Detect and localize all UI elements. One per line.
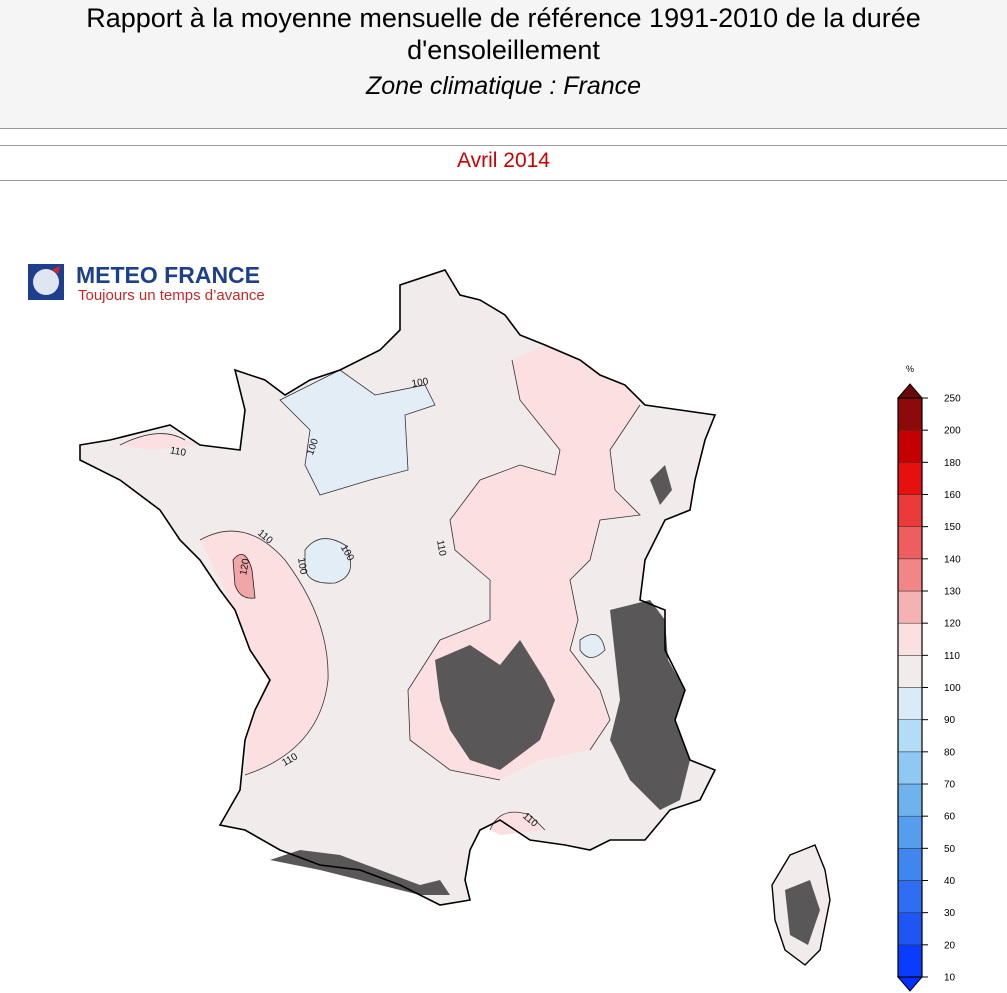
legend-bin: [897, 494, 923, 527]
logo: METEO FRANCE Toujours un temps d’avance: [28, 262, 265, 304]
legend-bin: [897, 590, 923, 624]
logo-name: METEO FRANCE: [76, 262, 260, 288]
contour-label: 100: [411, 376, 430, 390]
contour: [119, 359, 641, 831]
contour-label: 110: [434, 539, 448, 557]
legend: % 10 20 30 40 50 60 70 80 90 100 110 120 130 140 150 160…: [896, 364, 961, 992]
france: [79, 269, 831, 966]
legend-bin: [897, 944, 923, 978]
legend-tick-label: 90: [944, 715, 956, 726]
legend-tick-label: 40: [944, 876, 956, 887]
zone-below-100: [579, 633, 606, 658]
legend-bin: [897, 751, 923, 785]
period: Avril 2014: [0, 145, 1007, 181]
relief: [650, 465, 672, 505]
legend-tick-label: 70: [944, 780, 956, 791]
zone-above-110: [200, 531, 329, 775]
legend-tick-label: 20: [944, 940, 956, 951]
mainland: [80, 270, 715, 905]
contour-label: 100: [295, 557, 309, 576]
legend-bin: [897, 558, 923, 592]
header: Rapport à la moyenne mensuelle de référe…: [0, 0, 1007, 129]
legend-bin: [897, 815, 923, 849]
legend-tick-label: 10: [944, 973, 956, 984]
zone-above-120: [232, 553, 256, 599]
legend-bin: [897, 783, 923, 817]
relief: [435, 640, 555, 770]
legend-tick-label: 120: [944, 619, 961, 630]
coastline: [79, 269, 717, 906]
legend-under: [896, 976, 924, 992]
legend-tick-label: 60: [944, 812, 956, 823]
legend-bin: [897, 397, 923, 431]
contour-label: 110: [169, 445, 187, 459]
legend-tick-label: 130: [944, 587, 961, 598]
legend-unit: %: [906, 364, 914, 374]
relief: [785, 880, 820, 945]
legend-bin: [897, 719, 923, 753]
legend-bin: [897, 880, 923, 913]
contour-label: 120: [238, 557, 252, 576]
legend-bin: [897, 912, 923, 946]
legend-over: [896, 383, 924, 399]
legend-bin: [897, 429, 923, 463]
legend-bin: [897, 526, 923, 560]
logo-globe: [33, 269, 59, 295]
title: Rapport à la moyenne mensuelle de référe…: [86, 3, 921, 65]
zone-below-100: [304, 538, 352, 584]
legend-tick-label: 140: [944, 554, 961, 565]
legend-tick-label: 80: [944, 747, 956, 758]
legend-tick-label: 50: [944, 844, 956, 855]
legend-tick-label: 180: [944, 458, 961, 469]
legend-tick-label: 110: [944, 651, 960, 662]
relief: [610, 600, 690, 810]
legend-tick-label: 250: [944, 394, 961, 405]
legend-tick-label: 30: [944, 908, 956, 919]
legend-tick-label: 150: [944, 522, 961, 533]
legend-bin: [897, 687, 923, 720]
logo-tagline: Toujours un temps d’avance: [78, 287, 265, 304]
legend-bin: [897, 848, 923, 881]
legend-tick-label: 100: [944, 683, 961, 694]
legend-bin: [897, 462, 923, 495]
relief: [270, 850, 450, 895]
legend-bin: [897, 655, 923, 688]
legend-bin: [897, 622, 923, 656]
zone-below-100: [279, 369, 436, 496]
subtitle: Zone climatique : France: [365, 72, 642, 100]
logo-arrow: [52, 266, 60, 274]
legend-tick-label: 200: [944, 426, 961, 437]
zone-above-110: [490, 812, 545, 835]
legend-tick-label: 160: [944, 490, 961, 501]
